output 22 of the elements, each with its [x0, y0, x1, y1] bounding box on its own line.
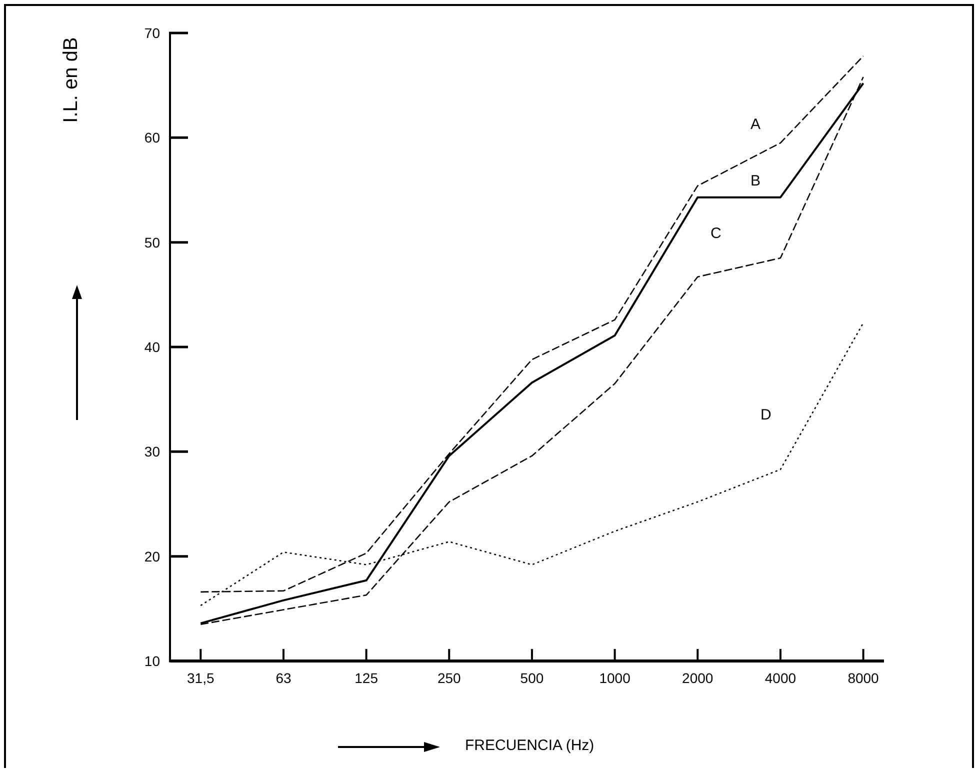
y-tick-label: 50	[144, 234, 160, 250]
series-label: A	[750, 116, 760, 133]
x-tick-label: 63	[276, 670, 292, 686]
x-tick-label: 250	[437, 670, 462, 686]
x-tick-label: 4000	[764, 670, 796, 686]
y-axis-title: I.L. en dB	[60, 36, 83, 125]
y-tick-label: 70	[144, 25, 160, 41]
x-tick-label: 8000	[848, 670, 880, 686]
y-tick-label: 10	[144, 653, 160, 669]
series-label: C	[710, 225, 722, 242]
x-tick-label: 31,5	[187, 670, 214, 686]
text: D	[760, 406, 772, 424]
series-label: B	[750, 172, 760, 190]
y-tick-label: 60	[144, 130, 160, 146]
x-axis-title: FRECUENCIA (Hz)	[465, 737, 594, 754]
x-tick-label: 500	[520, 670, 544, 686]
x-tick-label: 125	[354, 670, 378, 686]
y-tick-label: 30	[144, 444, 160, 460]
y-tick-label: 40	[144, 339, 160, 355]
x-tick-label: 1000	[599, 670, 631, 686]
y-tick-label: 20	[144, 548, 160, 564]
x-tick-label: 2000	[682, 670, 714, 686]
